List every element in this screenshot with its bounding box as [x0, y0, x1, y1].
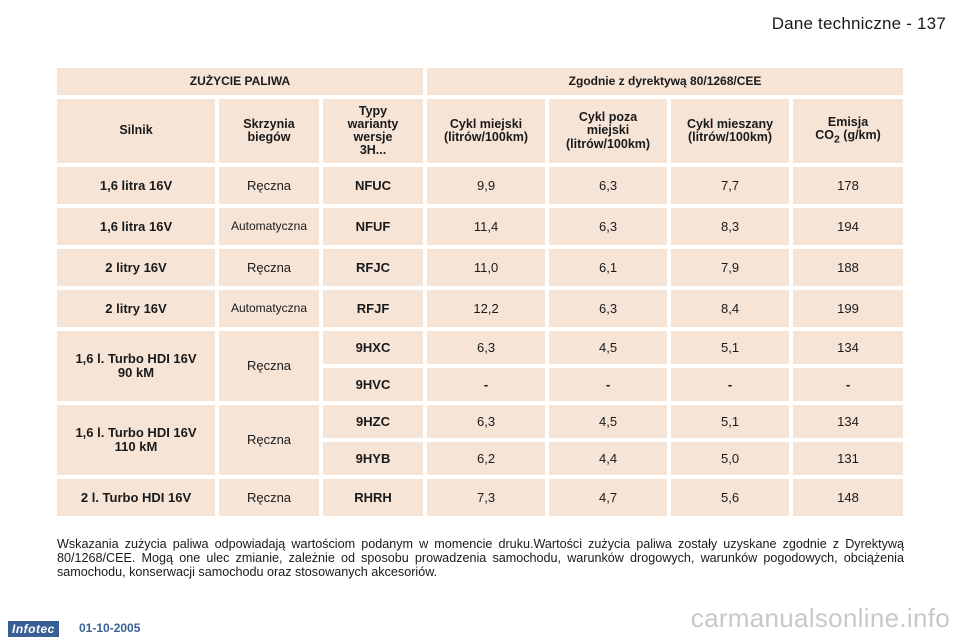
cell-extra-urban: 4,5: [549, 405, 668, 438]
cell-engine: 1,6 litra 16V: [57, 167, 215, 204]
table-column-header: Silnik Skrzynia biegów Typy warianty wersje…: [57, 99, 904, 163]
cell-gearbox: Ręczna: [219, 405, 319, 475]
table-row: 1,6 l. Turbo HDI 16V 90 kM Ręczna 9HXC 6,…: [57, 331, 904, 401]
cell-urban: 9,9: [427, 167, 546, 204]
cell-mixed: 8,4: [671, 290, 790, 327]
cell-gearbox: Ręczna: [219, 167, 319, 204]
cell-urban: 7,3: [427, 479, 546, 516]
table-group-header: ZUŻYCIE PALIWA Zgodnie z dyrektywą 80/12…: [57, 68, 904, 95]
cell-co2: 134: [793, 331, 904, 364]
watermark: carmanualsonline.info: [690, 603, 950, 633]
cell-gearbox: Automatyczna: [219, 290, 319, 327]
infotec-logo: Infotec: [8, 621, 59, 637]
cell-mixed: 5,6: [671, 479, 790, 516]
cell-extra-urban: 4,5: [549, 331, 668, 364]
cell-engine: 2 litry 16V: [57, 290, 215, 327]
cell-gearbox: Ręczna: [219, 249, 319, 286]
cell-extra-urban: 6,3: [549, 208, 668, 245]
cell-type: RFJC: [323, 249, 424, 286]
table-row: 1,6 litra 16V Automatyczna NFUF 11,4 6,3…: [57, 208, 904, 245]
table-row: 2 litry 16V Automatyczna RFJF 12,2 6,3 8…: [57, 290, 904, 327]
cell-mixed: -: [671, 368, 790, 401]
cell-gearbox: Ręczna: [219, 479, 319, 516]
cell-co2: 199: [793, 290, 904, 327]
cell-co2: 194: [793, 208, 904, 245]
table-row: 2 litry 16V Ręczna RFJC 11,0 6,1 7,9 188: [57, 249, 904, 286]
cell-co2: 134: [793, 405, 904, 438]
cell-extra-urban: 4,7: [549, 479, 668, 516]
cell-co2: 148: [793, 479, 904, 516]
cell-type: 9HXC: [323, 331, 424, 364]
cell-extra-urban: -: [549, 368, 668, 401]
cell-mixed: 8,3: [671, 208, 790, 245]
cell-mixed: 7,9: [671, 249, 790, 286]
cell-type: NFUC: [323, 167, 424, 204]
group-header-right: Zgodnie z dyrektywą 80/1268/CEE: [427, 68, 904, 95]
cell-gearbox: Ręczna: [219, 331, 319, 401]
cell-urban: 6,3: [427, 331, 546, 364]
cell-co2: 131: [793, 442, 904, 475]
cell-mixed: 5,1: [671, 331, 790, 364]
print-date: 01-10-2005: [79, 621, 141, 635]
cell-mixed: 5,1: [671, 405, 790, 438]
fuel-consumption-table: ZUŻYCIE PALIWA Zgodnie z dyrektywą 80/12…: [53, 64, 907, 520]
col-header-co2: Emisja CO2 (g/km): [793, 99, 904, 163]
cell-engine: 2 litry 16V: [57, 249, 215, 286]
cell-urban: -: [427, 368, 546, 401]
cell-urban: 12,2: [427, 290, 546, 327]
cell-type: NFUF: [323, 208, 424, 245]
cell-co2: 178: [793, 167, 904, 204]
cell-mixed: 5,0: [671, 442, 790, 475]
page-header: Dane techniczne - 137: [771, 14, 946, 33]
cell-type: RHRH: [323, 479, 424, 516]
table-row: 1,6 l. Turbo HDI 16V 110 kM Ręczna 9HZC 6…: [57, 405, 904, 475]
cell-extra-urban: 4,4: [549, 442, 668, 475]
cell-extra-urban: 6,3: [549, 167, 668, 204]
col-header-engine: Silnik: [57, 99, 215, 163]
footnote-text: Wskazania zużycia paliwa odpowiadają war…: [57, 537, 904, 579]
cell-co2: 188: [793, 249, 904, 286]
cell-type: 9HZC: [323, 405, 424, 438]
cell-engine: 1,6 l. Turbo HDI 16V 110 kM: [57, 405, 215, 475]
cell-urban: 6,2: [427, 442, 546, 475]
col-header-type: Typy warianty wersje 3H...: [323, 99, 424, 163]
table-row: 1,6 litra 16V Ręczna NFUC 9,9 6,3 7,7 17…: [57, 167, 904, 204]
cell-type: RFJF: [323, 290, 424, 327]
cell-extra-urban: 6,3: [549, 290, 668, 327]
cell-mixed: 7,7: [671, 167, 790, 204]
cell-type: 9HYB: [323, 442, 424, 475]
cell-engine: 1,6 l. Turbo HDI 16V 90 kM: [57, 331, 215, 401]
col-header-mixed: Cykl mieszany (litrów/100km): [671, 99, 790, 163]
group-header-left: ZUŻYCIE PALIWA: [57, 68, 424, 95]
cell-urban: 11,4: [427, 208, 546, 245]
table-row: 2 l. Turbo HDI 16V Ręczna RHRH 7,3 4,7 5…: [57, 479, 904, 516]
cell-urban: 11,0: [427, 249, 546, 286]
cell-gearbox: Automatyczna: [219, 208, 319, 245]
cell-urban: 6,3: [427, 405, 546, 438]
cell-co2: -: [793, 368, 904, 401]
col-header-extra-urban: Cykl poza miejski (litrów/100km): [549, 99, 668, 163]
col-header-urban: Cykl miejski (litrów/100km): [427, 99, 546, 163]
table-row: 9HVC - - - -: [57, 368, 904, 401]
cell-type: 9HVC: [323, 368, 424, 401]
table-row: 9HYB 6,2 4,4 5,0 131: [57, 442, 904, 475]
cell-extra-urban: 6,1: [549, 249, 668, 286]
col-header-gearbox: Skrzynia biegów: [219, 99, 319, 163]
cell-engine: 1,6 litra 16V: [57, 208, 215, 245]
cell-engine: 2 l. Turbo HDI 16V: [57, 479, 215, 516]
